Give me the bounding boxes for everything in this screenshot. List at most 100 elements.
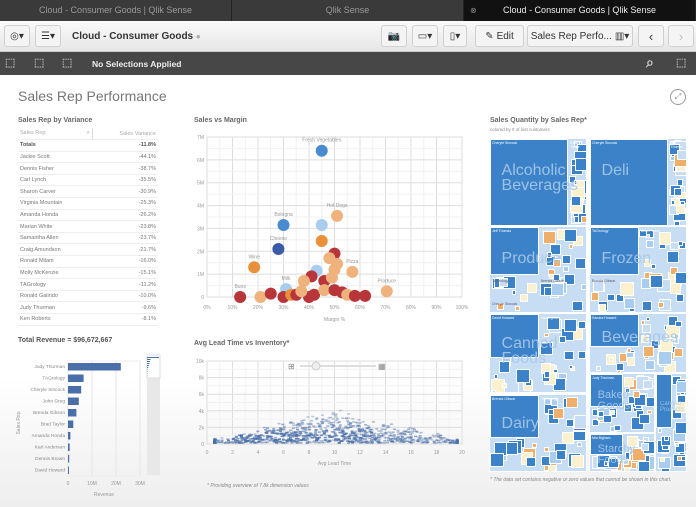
treemap-cell[interactable] [496, 302, 504, 311]
treemap-cell[interactable] [673, 187, 682, 196]
search-icon[interactable]: ⌕ [86, 130, 90, 137]
treemap-cell[interactable] [491, 389, 496, 392]
treemap-cell[interactable] [532, 442, 538, 448]
treemap-cell[interactable] [598, 303, 607, 312]
treemap-cell[interactable] [632, 390, 641, 399]
data-point[interactable] [315, 235, 328, 247]
table-row[interactable]: Ronald Milam -16.0% [18, 255, 158, 268]
treemap-cell[interactable] [656, 374, 672, 429]
table-row[interactable]: Dennis Fisher -38.7% [18, 162, 158, 175]
zoom-out-icon[interactable]: ⊞ [288, 362, 295, 371]
treemap-cell[interactable] [603, 461, 609, 466]
bar[interactable] [68, 432, 71, 440]
treemap-cell[interactable] [670, 200, 675, 205]
treemap-cell[interactable] [590, 374, 623, 407]
treemap-cell[interactable] [660, 457, 665, 462]
treemap-cell[interactable] [592, 280, 605, 292]
info-icon[interactable]: ● [195, 32, 201, 41]
treemap-cell[interactable] [516, 369, 530, 383]
next-sheet-button[interactable]: › [668, 25, 694, 47]
treemap-cell[interactable] [674, 442, 679, 447]
treemap-cell[interactable] [519, 294, 528, 303]
treemap-cell[interactable] [542, 231, 557, 245]
treemap-cell[interactable] [669, 156, 675, 162]
table-row[interactable]: Craig Amundson -21.7% [18, 243, 158, 257]
treemap-cell[interactable] [624, 298, 635, 309]
treemap-cell[interactable] [553, 258, 562, 267]
treemap-cell[interactable] [673, 348, 683, 358]
treemap-cell[interactable] [569, 365, 574, 370]
treemap-cell[interactable] [564, 319, 577, 332]
treemap-cell[interactable] [502, 383, 508, 389]
data-point[interactable] [234, 291, 247, 303]
search-icon[interactable]: ⌕ [646, 54, 654, 70]
bar[interactable] [68, 466, 69, 475]
treemap-cell[interactable] [650, 263, 656, 269]
treemap-cell[interactable] [546, 316, 560, 330]
treemap-cell[interactable] [570, 195, 581, 206]
treemap-cell[interactable] [576, 441, 583, 447]
data-point[interactable] [264, 287, 277, 300]
bar[interactable] [68, 386, 82, 394]
slider-handle[interactable] [311, 361, 321, 371]
treemap-cell[interactable] [544, 332, 549, 338]
table-row[interactable]: Marian White -23.8% [18, 220, 158, 233]
treemap-category[interactable]: Brenda Gibson TAGrology Dairy [489, 394, 587, 472]
treemap-cell[interactable] [590, 227, 639, 275]
treemap-cell[interactable] [643, 259, 652, 268]
treemap-cell[interactable] [562, 432, 574, 444]
treemap-cell[interactable] [669, 266, 678, 275]
treemap-cell[interactable] [640, 442, 649, 451]
treemap-cell[interactable] [493, 374, 498, 379]
treemap-cell[interactable] [675, 442, 686, 453]
col-header-variance[interactable]: Sales Variance [92, 128, 158, 141]
col-header-sales-rep[interactable]: Sales Rep ⌕ [18, 128, 93, 141]
treemap-cell[interactable] [632, 447, 646, 462]
treemap-cell[interactable] [515, 306, 520, 311]
treemap-cell[interactable] [546, 251, 553, 258]
treemap-cell[interactable] [580, 216, 586, 223]
treemap-cell[interactable] [608, 457, 619, 469]
table-row[interactable]: Amanda Honda -26.2% [18, 209, 158, 222]
treemap-cell[interactable] [639, 413, 650, 425]
treemap-cell[interactable] [544, 398, 551, 406]
treemap-cell[interactable] [590, 314, 639, 347]
bar[interactable] [68, 420, 74, 429]
bar[interactable] [68, 374, 84, 383]
data-point[interactable] [248, 261, 261, 274]
treemap-cell[interactable] [645, 360, 655, 370]
treemap-cell[interactable] [616, 363, 625, 372]
treemap-cell[interactable] [490, 314, 539, 358]
treemap-cell[interactable] [562, 265, 569, 272]
treemap-cell[interactable] [564, 350, 574, 361]
data-point[interactable] [318, 284, 331, 297]
treemap-category[interactable]: David Howard Mia Bigham Canned Foods [489, 313, 587, 393]
treemap-cell[interactable] [590, 139, 669, 225]
treemap-cell[interactable] [490, 453, 504, 467]
treemap-category[interactable]: Mia Bigham Starchy Foods [589, 433, 655, 472]
treemap-cell[interactable] [675, 421, 686, 435]
snapshot-button[interactable]: 📷 [381, 25, 407, 47]
treemap-cell[interactable] [490, 139, 569, 225]
treemap-cell[interactable] [573, 414, 586, 429]
treemap-cell[interactable] [549, 244, 561, 256]
scrollbar-minimap[interactable] [147, 355, 160, 475]
treemap-cell[interactable] [675, 320, 682, 328]
treemap-cell[interactable] [575, 257, 586, 269]
treemap-cell[interactable] [527, 282, 538, 293]
treemap-cell[interactable] [590, 434, 623, 456]
treemap-cell[interactable] [550, 398, 559, 406]
treemap-cell[interactable] [666, 250, 679, 263]
treemap-cell[interactable] [677, 456, 682, 461]
table-row[interactable]: Molly McKenzie -15.1% [18, 267, 158, 280]
treemap-cell[interactable] [680, 200, 685, 206]
treemap-cell[interactable] [581, 283, 586, 290]
table-row[interactable]: TAGrology -11.2% [18, 278, 158, 291]
data-point[interactable] [315, 144, 328, 157]
tab-0[interactable]: Cloud - Consumer Goods | Qlik Sense [0, 0, 232, 21]
treemap-cell[interactable] [603, 414, 612, 424]
treemap-cell[interactable] [625, 388, 631, 394]
treemap-cell[interactable] [511, 290, 517, 295]
treemap-cell[interactable] [568, 244, 574, 249]
treemap-cell[interactable] [490, 395, 539, 438]
